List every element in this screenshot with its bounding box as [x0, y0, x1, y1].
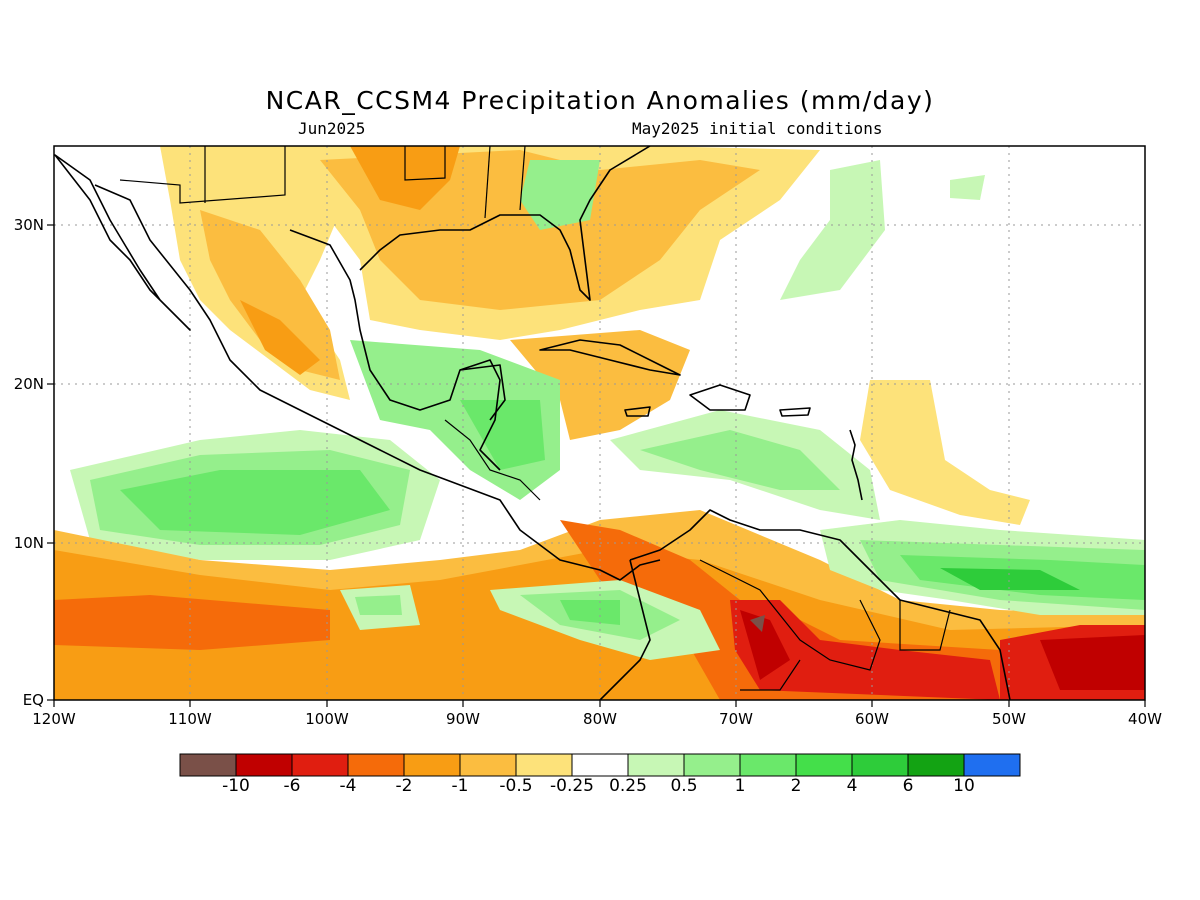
lon-label: 40W — [1128, 710, 1162, 728]
colorbar-swatch — [515, 753, 573, 777]
colorbar-label: 10 — [953, 776, 975, 796]
wet-region-centralamerica-core — [460, 400, 545, 470]
colorbar-swatch — [963, 753, 1021, 777]
colorbar-swatch — [683, 753, 741, 777]
wet-region-tropatlantic-max — [940, 568, 1080, 590]
forecast-month: Jun2025 — [298, 119, 366, 138]
lon-label: 110W — [168, 710, 212, 728]
colorbar-swatch — [179, 753, 237, 777]
colorbar-label: -0.5 — [499, 776, 533, 796]
chart-title: NCAR_CCSM4 Precipitation Anomalies (mm/d… — [265, 86, 935, 115]
anomaly-field — [54, 146, 1145, 700]
dry-region-colombia-core — [730, 600, 1000, 700]
colorbar-label: -2 — [395, 776, 413, 796]
colorbar-label: -4 — [339, 776, 357, 796]
lon-label: 70W — [719, 710, 753, 728]
initial-conditions: May2025 initial conditions — [632, 119, 883, 138]
axis-ticks — [47, 224, 1146, 707]
lon-label: 90W — [446, 710, 480, 728]
lon-label: 120W — [32, 710, 76, 728]
lat-label: 30N — [13, 216, 44, 234]
colorbar-swatch — [627, 753, 685, 777]
dry-region-mexico-core — [200, 210, 340, 380]
colorbar-swatch — [907, 753, 965, 777]
colorbar-swatch — [571, 753, 629, 777]
lon-label: 100W — [305, 710, 349, 728]
wet-region-pacific-pocket-core — [355, 595, 402, 615]
colorbar-label: 6 — [902, 776, 914, 796]
colorbar-label: 4 — [846, 776, 858, 796]
lat-label: 10N — [13, 534, 44, 552]
wet-region-atlantic-1 — [780, 160, 885, 300]
wet-region-se-us — [520, 160, 600, 230]
colorbar-label: -6 — [283, 776, 301, 796]
colorbar-label: 2 — [790, 776, 802, 796]
dry-region-colombia-peak — [740, 610, 790, 680]
colorbar-swatch — [851, 753, 909, 777]
colorbar-swatch — [795, 753, 853, 777]
wet-region-caribbean-core — [640, 430, 840, 490]
colorbar-label: -0.25 — [550, 776, 594, 796]
coastlines — [54, 146, 1011, 700]
wet-region-atlantic-2 — [950, 175, 985, 200]
wet-region-panama-peak — [560, 600, 620, 625]
colorbar-label: -10 — [222, 776, 250, 796]
colorbar-swatch — [403, 753, 461, 777]
lat-label: EQ — [22, 691, 44, 709]
dry-region-itcz-strong — [54, 595, 330, 650]
colorbar-swatch — [291, 753, 349, 777]
colorbar-label: 0.25 — [609, 776, 647, 796]
wet-region-epacific-peak — [120, 470, 390, 535]
lat-label: 20N — [13, 375, 44, 393]
colorbar — [179, 753, 1021, 777]
colorbar-swatch — [459, 753, 517, 777]
dry-region-mexico-peak — [240, 300, 320, 375]
gridlines — [54, 146, 1145, 700]
colorbar-swatch — [347, 753, 405, 777]
dry-region-brazil-peak — [1040, 635, 1145, 690]
lon-label: 80W — [583, 710, 617, 728]
colorbar-swatch — [235, 753, 293, 777]
colorbar-swatch — [739, 753, 797, 777]
dry-region-atlantic-east — [860, 380, 1030, 525]
colorbar-label: -1 — [451, 776, 469, 796]
colorbar-label: 0.5 — [670, 776, 698, 796]
lon-label: 50W — [992, 710, 1026, 728]
extreme-dry-patch — [750, 615, 765, 632]
colorbar-label: 1 — [734, 776, 746, 796]
political-borders — [119, 146, 951, 691]
lon-label: 60W — [855, 710, 889, 728]
